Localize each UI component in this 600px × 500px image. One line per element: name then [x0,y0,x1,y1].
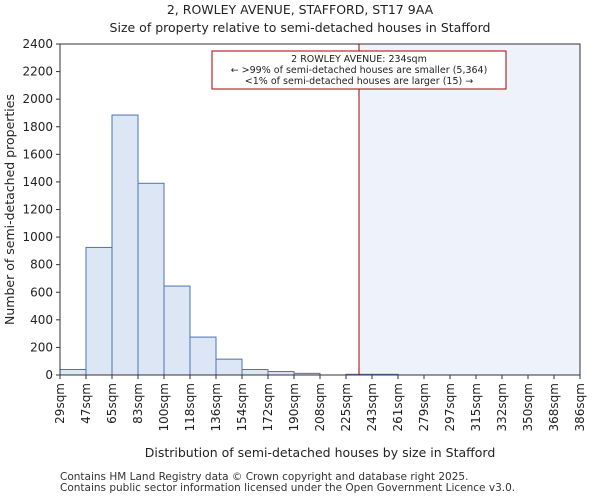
x-axis-label: Distribution of semi-detached houses by … [145,445,496,460]
annotation-box [211,50,507,90]
x-tick-label: 315sqm [469,383,483,431]
larger-region-shade [359,44,580,375]
bar-29sqm [59,368,87,376]
annotation-line-1: 2 ROWLEY AVENUE: 234sqm [291,54,427,65]
x-tick-label: 225sqm [339,383,353,431]
y-tick-label: 1200 [22,203,53,217]
y-tick-label: 1800 [22,120,53,134]
y-tick-label: 400 [30,313,53,327]
x-tick-label: 83sqm [131,383,145,424]
y-tick-label: 200 [30,340,53,354]
bar-154sqm [241,368,269,376]
x-tick-label: 243sqm [365,383,379,431]
y-tick-label: 1000 [22,230,53,244]
x-tick-label: 29sqm [53,383,67,424]
x-tick-label: 350sqm [521,383,535,431]
annotation-line-3: <1% of semi-detached houses are larger (… [245,76,473,87]
x-tick-label: 65sqm [105,383,119,424]
x-tick-label: 279sqm [417,383,431,431]
bar-83sqm [137,182,165,376]
y-tick-label: 600 [30,285,53,299]
x-tick-label: 261sqm [391,383,405,431]
bar-47sqm [85,246,113,376]
x-tick-label: 118sqm [183,383,197,431]
x-tick-label: 332sqm [495,383,509,431]
y-tick-label: 1600 [22,147,53,161]
x-tick-label: 368sqm [547,383,561,431]
x-tick-label: 100sqm [157,383,171,431]
bar-100sqm [163,285,191,376]
bar-65sqm [111,114,139,376]
bar-172sqm [267,371,295,376]
bar-118sqm [189,336,217,376]
x-tick-label: 208sqm [313,383,327,431]
chart-title: 2, ROWLEY AVENUE, STAFFORD, ST17 9AA [166,2,434,17]
y-tick-label: 0 [45,368,53,382]
footer-line-2: Contains public sector information licen… [60,482,516,494]
y-tick-label: 2400 [22,37,53,51]
x-tick-label: 154sqm [235,383,249,431]
x-tick-label: 386sqm [573,383,587,431]
x-tick-label: 297sqm [443,383,457,431]
x-tick-label: 190sqm [287,383,301,431]
y-axis-label: Number of semi-detached properties [2,94,17,325]
x-tick-label: 136sqm [209,383,223,431]
x-tick-label: 47sqm [79,383,93,424]
footer-line-1: Contains HM Land Registry data © Crown c… [60,471,469,483]
plot-frame [59,43,581,376]
y-tick-label: 800 [30,258,53,272]
bar-136sqm [215,358,243,376]
y-tick-label: 1400 [22,175,53,189]
x-tick-label: 172sqm [261,383,275,431]
y-tick-label: 2200 [22,65,53,79]
y-tick-label: 2000 [22,92,53,106]
annotation-line-2: ← >99% of semi-detached houses are small… [231,65,488,76]
chart-subtitle: Size of property relative to semi-detach… [109,20,491,35]
